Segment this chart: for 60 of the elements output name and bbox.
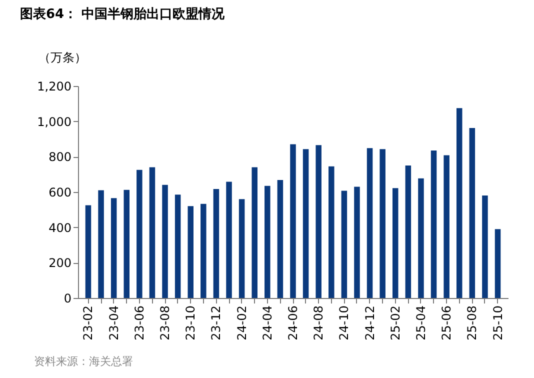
y-tick-label: 600 [48,186,72,200]
x-tick-label: 24-10 [337,306,352,340]
bar [238,199,245,298]
bar [316,145,322,298]
x-tick-label: 23-02 [81,306,96,340]
y-tick-label: 200 [48,256,72,270]
y-tick-label: 400 [48,220,72,235]
bar [98,190,104,298]
x-tick-label: 25-04 [414,306,428,340]
bar [328,166,334,298]
bar [469,128,476,298]
bar [188,206,194,298]
x-tick-label: 24-08 [312,306,326,340]
bar [494,229,501,298]
x-tick-label: 23-04 [106,306,121,340]
bar [302,149,309,298]
x-tick-label: 25-06 [440,306,454,340]
x-tick-label: 24-12 [362,306,377,340]
x-tick-label: 23-12 [209,306,224,340]
bar [252,167,258,298]
y-tick-label: 800 [48,150,72,164]
x-tick-label: 23-10 [184,306,198,340]
bar [264,186,270,298]
bar [392,188,398,298]
bar [380,149,386,298]
x-tick-label: 25-08 [465,306,480,340]
x-tick-label: 24-02 [234,306,249,340]
x-tick-label: 23-08 [158,306,172,340]
bar [341,190,348,298]
x-tick-label: 24-06 [286,306,300,340]
y-tick-label: 0 [64,292,72,306]
bar [200,204,206,298]
bar [174,194,181,298]
bar [136,170,142,298]
y-tick-label: 1,200 [37,80,72,94]
text: 资料来源：海关总署 [34,354,133,369]
bar [418,178,424,298]
bar [213,188,220,298]
chart-title: 图表64： 中国半钢胎出口欧盟情况 [20,7,226,22]
x-tick-label: 24-04 [260,306,274,340]
bar [430,150,437,298]
bar [456,108,462,298]
bar [290,144,296,298]
bar [277,180,284,298]
y-axis-title: （万条） [38,50,86,64]
bar [110,198,117,298]
bar [444,155,450,298]
bar [162,184,168,298]
bar [124,190,130,298]
bar [354,186,360,298]
bar [85,205,92,298]
y-tick-label: 1,000 [37,114,72,129]
bar [405,166,412,298]
bar [149,167,156,298]
x-tick-label: 25-10 [490,306,505,340]
bar [366,148,373,298]
x-tick-label: 23-06 [132,306,146,340]
bar [226,182,232,298]
x-tick-label: 25-02 [388,306,402,340]
bar [482,196,488,298]
